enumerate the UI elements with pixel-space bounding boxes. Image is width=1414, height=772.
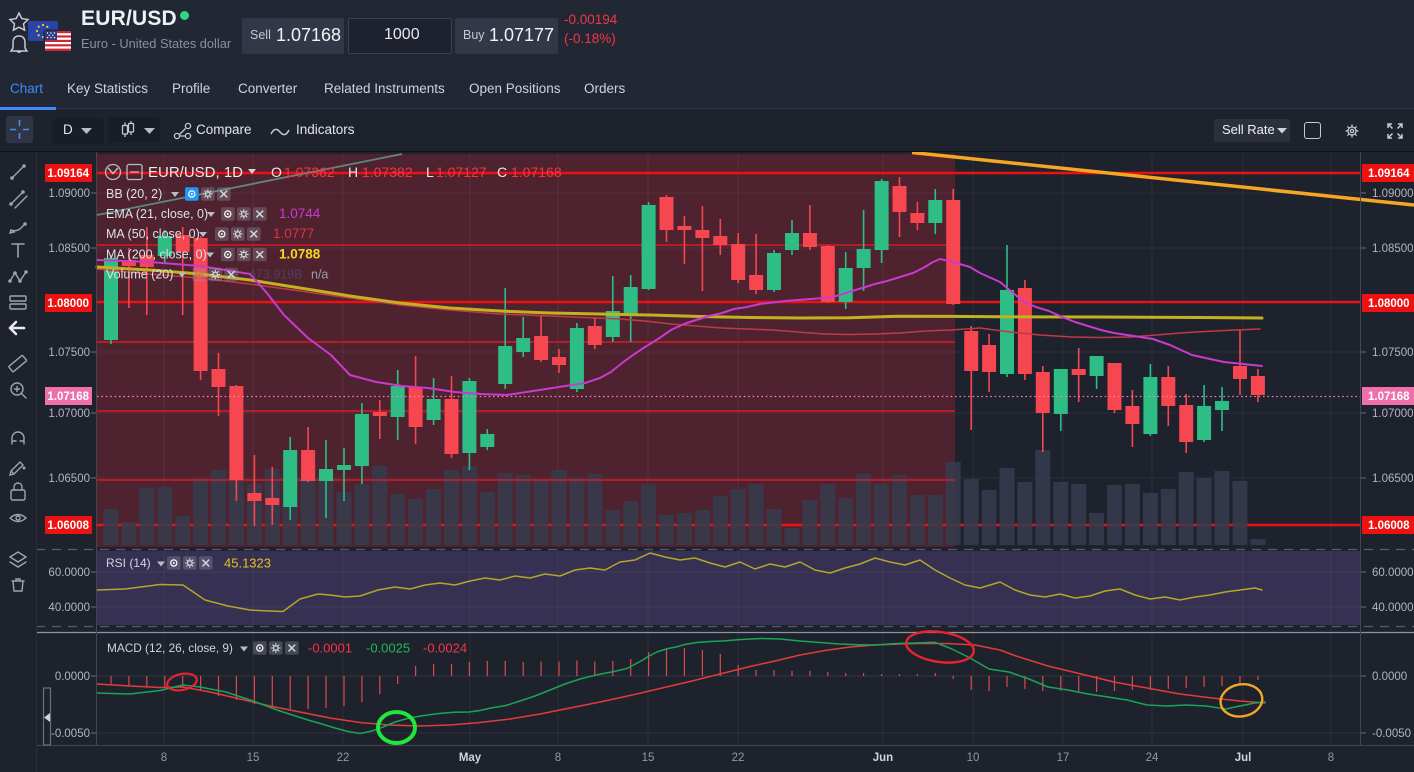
svg-text:60.0000: 60.0000 (48, 567, 90, 579)
svg-text:60.0000: 60.0000 (1372, 567, 1414, 579)
svg-text:Volume (20): Volume (20) (106, 268, 173, 282)
svg-text:22: 22 (337, 752, 350, 764)
svg-text:1.06500: 1.06500 (48, 473, 90, 485)
svg-text:8: 8 (555, 752, 561, 764)
svg-text:1.08500: 1.08500 (1372, 243, 1414, 255)
svg-text:0.0000: 0.0000 (1372, 671, 1407, 683)
svg-text:-0.0024: -0.0024 (423, 641, 467, 656)
svg-text:1.07168: 1.07168 (511, 164, 562, 180)
svg-text:O: O (271, 164, 282, 180)
svg-text:1.07500: 1.07500 (1372, 347, 1414, 359)
svg-text:1.0788: 1.0788 (279, 247, 321, 262)
svg-text:-0.0001: -0.0001 (308, 641, 352, 656)
svg-text:1.07000: 1.07000 (1372, 408, 1414, 420)
svg-text:40.0000: 40.0000 (48, 602, 90, 614)
svg-text:n/a: n/a (311, 268, 328, 282)
svg-text:L: L (426, 164, 434, 180)
svg-text:BB (20, 2): BB (20, 2) (106, 187, 162, 201)
svg-text:8: 8 (1328, 752, 1334, 764)
svg-text:RSI (14): RSI (14) (106, 556, 151, 570)
svg-text:15: 15 (642, 752, 655, 764)
svg-text:1.07382: 1.07382 (362, 164, 413, 180)
svg-text:1.08000: 1.08000 (1368, 298, 1410, 310)
svg-text:1.06008: 1.06008 (47, 520, 89, 532)
svg-text:-0.0025: -0.0025 (366, 641, 410, 656)
svg-text:15: 15 (247, 752, 260, 764)
svg-text:24: 24 (1146, 752, 1159, 764)
svg-text:1.09000: 1.09000 (48, 188, 90, 200)
svg-text:45.1323: 45.1323 (224, 556, 271, 571)
svg-text:17: 17 (1057, 752, 1070, 764)
svg-text:Jul: Jul (1235, 752, 1252, 764)
svg-text:EUR/USD, 1D: EUR/USD, 1D (148, 164, 243, 181)
svg-text:0.0000: 0.0000 (55, 671, 90, 683)
svg-text:1.07000: 1.07000 (48, 408, 90, 420)
svg-text:H: H (348, 164, 358, 180)
svg-text:1.09164: 1.09164 (1368, 168, 1410, 180)
svg-text:1.07362: 1.07362 (284, 164, 335, 180)
svg-text:1.06008: 1.06008 (1368, 520, 1410, 532)
svg-text:1.08000: 1.08000 (47, 298, 89, 310)
svg-text:MA (200, close, 0): MA (200, close, 0) (106, 248, 207, 262)
svg-text:-0.0050: -0.0050 (1372, 728, 1411, 740)
svg-text:22: 22 (732, 752, 745, 764)
svg-text:1.07168: 1.07168 (47, 391, 89, 403)
svg-text:473.919B: 473.919B (249, 268, 303, 282)
svg-text:40.0000: 40.0000 (1372, 602, 1414, 614)
svg-text:1.07127: 1.07127 (436, 164, 487, 180)
svg-text:1.08500: 1.08500 (48, 243, 90, 255)
svg-text:-0.0050: -0.0050 (51, 728, 90, 740)
svg-text:MA (50, close, 0): MA (50, close, 0) (106, 227, 200, 241)
svg-text:1.09000: 1.09000 (1372, 188, 1414, 200)
svg-text:May: May (459, 752, 482, 764)
svg-text:1.09164: 1.09164 (47, 168, 89, 180)
svg-text:1.0777: 1.0777 (273, 226, 314, 241)
svg-text:1.0744: 1.0744 (279, 206, 321, 221)
svg-text:EMA (21, close, 0): EMA (21, close, 0) (106, 207, 208, 221)
svg-text:8: 8 (161, 752, 167, 764)
svg-text:1.07168: 1.07168 (1368, 391, 1410, 403)
svg-text:C: C (497, 164, 507, 180)
svg-text:Jun: Jun (873, 752, 893, 764)
svg-text:10: 10 (967, 752, 980, 764)
svg-text:1.07500: 1.07500 (48, 347, 90, 359)
svg-text:MACD (12, 26, close, 9): MACD (12, 26, close, 9) (107, 641, 233, 655)
svg-text:1.06500: 1.06500 (1372, 473, 1414, 485)
